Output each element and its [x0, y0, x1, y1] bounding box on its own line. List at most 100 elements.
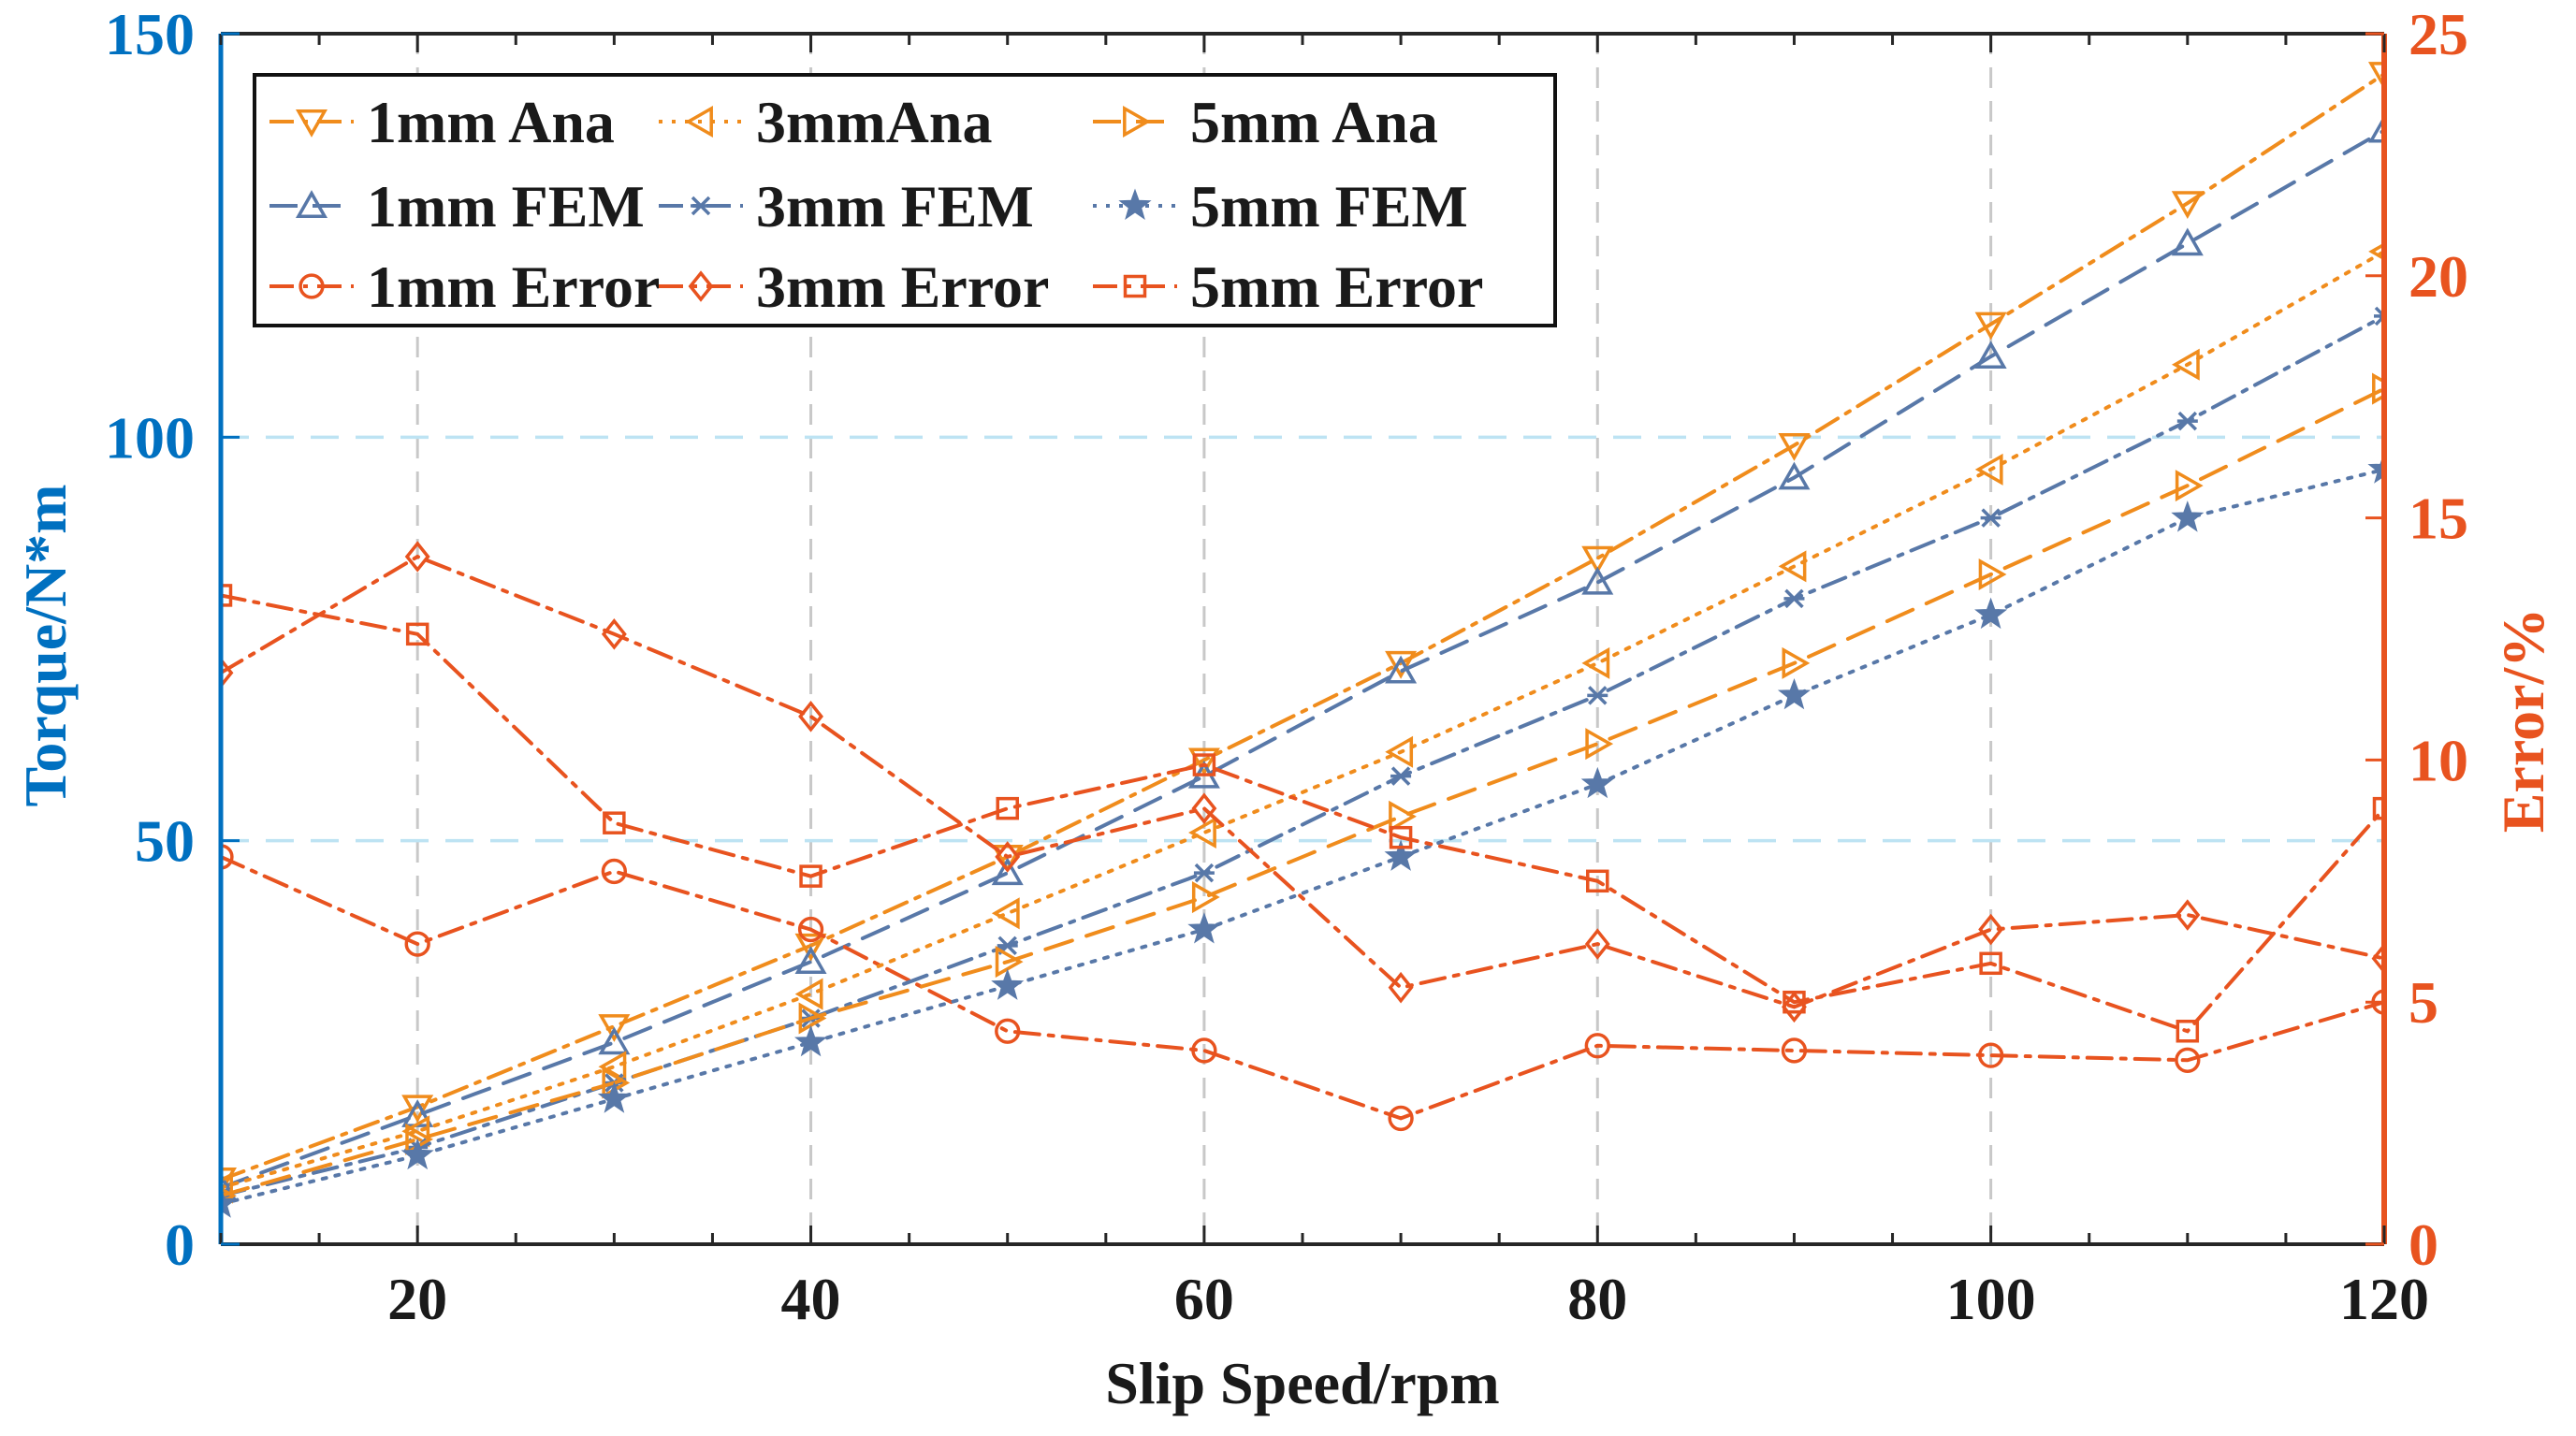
data-point: [1978, 913, 2004, 946]
data-point: [798, 701, 823, 733]
data-point: [799, 864, 822, 888]
series-line: [221, 313, 2384, 1198]
data-point: [1778, 461, 1811, 490]
data-point: [1974, 341, 2007, 370]
legend-swatch-marker: [1118, 188, 1152, 220]
legend-label: 5mm Error: [1190, 254, 1483, 320]
legend-item: 3mm Error: [659, 254, 1049, 320]
data-point: [1979, 951, 2002, 976]
data-point: [2372, 372, 2384, 405]
data-point: [221, 1171, 233, 1204]
legend-swatch-marker: [685, 105, 713, 138]
data-point: [404, 541, 430, 573]
data-point: [598, 1014, 631, 1042]
data-point: [401, 1115, 430, 1148]
legend-label: 1mm Error: [367, 254, 660, 320]
y-tick-label: 150: [105, 1, 195, 67]
data-point: [991, 897, 1020, 930]
data-point: [797, 916, 824, 943]
data-point: [996, 796, 1019, 820]
data-point: [2367, 62, 2384, 90]
series-line: [221, 249, 2384, 1190]
y2-tick-label: 25: [2409, 1, 2468, 67]
series-line: [221, 72, 2384, 1182]
legend-label: 5mm Ana: [1190, 89, 1438, 155]
legend-label: 3mmAna: [756, 89, 992, 155]
data-point: [597, 1081, 631, 1113]
series-line: [221, 854, 2384, 1121]
y2-tick-label: 0: [2409, 1211, 2438, 1278]
data-point: [1388, 971, 1414, 1004]
data-point: [601, 618, 627, 650]
data-point: [1385, 655, 1418, 684]
data-point: [404, 931, 430, 957]
data-point: [2176, 411, 2198, 431]
data-point: [2176, 1020, 2200, 1043]
legend-label: 3mm Error: [756, 254, 1049, 320]
series-5: [221, 541, 2384, 1023]
data-point: [1389, 825, 1413, 849]
data-point: [1581, 646, 1610, 679]
data-point: [1191, 792, 1217, 824]
data-point: [1777, 677, 1811, 710]
data-point: [794, 933, 827, 962]
x-tick-label: 20: [387, 1266, 447, 1332]
series-8: [221, 584, 2384, 1043]
series-line: [221, 554, 2384, 1009]
legend-swatch-marker: [295, 109, 328, 138]
data-point: [1191, 881, 1220, 914]
data-point: [1385, 650, 1418, 679]
legend-label: 1mm FEM: [367, 173, 645, 239]
data-point: [221, 584, 233, 607]
y2-axis-label: Error/%: [2490, 608, 2556, 834]
data-point: [400, 1138, 434, 1170]
data-point: [2175, 1047, 2201, 1073]
data-point: [1188, 817, 1216, 849]
data-point: [794, 978, 823, 1010]
data-point: [1384, 839, 1418, 871]
data-point: [603, 811, 626, 834]
data-point: [1974, 453, 2003, 486]
data-point: [991, 968, 1025, 1000]
y2-tick-label: 10: [2409, 727, 2468, 793]
data-point: [2367, 114, 2384, 143]
data-point: [221, 1186, 238, 1218]
x-tick-label: 120: [2339, 1266, 2429, 1332]
data-point: [1385, 735, 1414, 768]
data-point: [1782, 646, 1811, 679]
data-point: [2171, 227, 2204, 256]
data-point: [2171, 500, 2205, 532]
data-point: [598, 1051, 627, 1083]
legend-label: 5mm FEM: [1190, 173, 1468, 239]
data-point: [2175, 899, 2201, 931]
data-point: [1778, 433, 1811, 461]
legend-swatch-marker: [1123, 274, 1147, 298]
legend-item: 3mm FEM: [659, 173, 1034, 239]
data-point: [2171, 348, 2200, 381]
data-point: [1580, 766, 1614, 799]
y-tick-label: 100: [105, 404, 195, 471]
x-tick-label: 60: [1174, 1266, 1234, 1332]
legend-label: 1mm Ana: [367, 89, 615, 155]
data-point: [221, 657, 234, 689]
series-7: [221, 452, 2384, 1218]
x-tick-label: 80: [1567, 1266, 1627, 1332]
y2-tick-label: 5: [2409, 969, 2438, 1036]
data-point: [1585, 728, 1614, 761]
series-line: [221, 593, 2384, 1034]
legend-item: 1mm Ana: [269, 89, 615, 155]
data-point: [401, 1095, 434, 1124]
data-point: [1192, 753, 1216, 776]
data-point: [221, 1168, 238, 1196]
y-tick-label: 50: [135, 808, 195, 875]
x-axis-label: Slip Speed/rpm: [1105, 1350, 1499, 1416]
legend-label: 3mm FEM: [756, 173, 1034, 239]
x-tick-label: 100: [1946, 1266, 2036, 1332]
data-point: [598, 1026, 631, 1055]
legend-item: 5mm FEM: [1093, 173, 1468, 239]
legend-swatch-marker: [691, 196, 711, 216]
series-2: [221, 844, 2384, 1132]
legend-item: 3mmAna: [659, 89, 992, 155]
series-3: [221, 242, 2384, 1204]
